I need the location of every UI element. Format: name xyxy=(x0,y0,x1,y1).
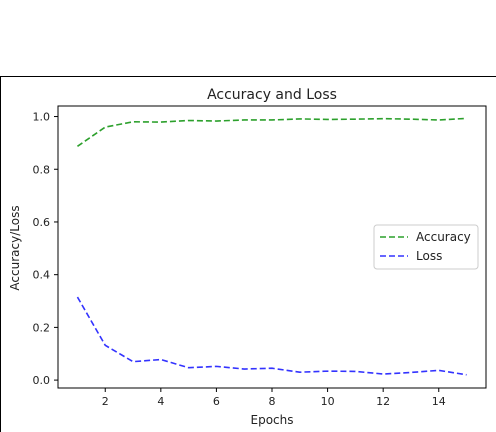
y-tick-label: 0.4 xyxy=(33,269,51,282)
y-tick-label: 0.0 xyxy=(33,374,51,387)
x-axis-label: Epochs xyxy=(251,413,294,427)
x-tick-label: 4 xyxy=(157,395,164,408)
y-tick-label: 1.0 xyxy=(33,111,51,124)
chart-title: Accuracy and Loss xyxy=(207,87,337,103)
legend-box xyxy=(373,224,479,270)
series-lines xyxy=(76,117,467,376)
axis-ticks: 2 4 6 8 10 12 14 0.0 0.2 0.4 0.6 0.8 1.0 xyxy=(33,111,446,408)
legend-label-loss: Loss xyxy=(416,249,442,263)
y-tick-label: 0.6 xyxy=(33,216,51,229)
y-tick-label: 0.2 xyxy=(33,321,51,334)
legend: Accuracy Loss xyxy=(373,224,479,270)
x-tick-label: 12 xyxy=(376,395,390,408)
series-line-accuracy xyxy=(76,117,467,147)
x-tick-label: 10 xyxy=(321,395,335,408)
legend-label-accuracy: Accuracy xyxy=(416,230,471,244)
y-axis-label: Accuracy/Loss xyxy=(8,205,22,290)
x-tick-label: 14 xyxy=(432,395,446,408)
figure-frame xyxy=(0,76,496,432)
y-tick-label: 0.8 xyxy=(33,163,51,176)
x-tick-label: 8 xyxy=(269,395,276,408)
x-tick-label: 2 xyxy=(102,395,109,408)
x-tick-label: 6 xyxy=(213,395,220,408)
series-line-loss xyxy=(76,296,467,376)
